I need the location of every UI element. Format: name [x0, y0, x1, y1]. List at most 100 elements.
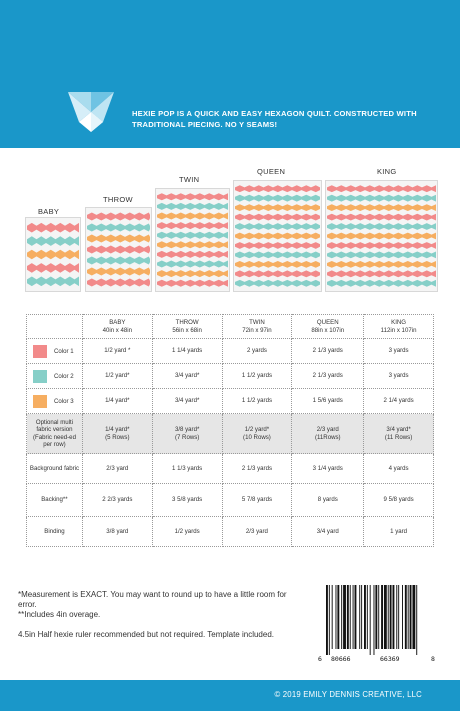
table-cell: 1 1/2 yards: [221, 388, 293, 414]
table-cell: 3 yards: [363, 363, 434, 389]
yardage-table: BABY 40in x 48in THROW 56in x 68in TWIN 72i…: [26, 314, 434, 547]
barcode-bar: [392, 585, 395, 649]
barcode-bar: [335, 585, 337, 649]
barcode-digits: 6 80666 66369 8: [318, 655, 438, 667]
table-cell: 4 yards: [363, 453, 434, 484]
table-cell: 1/2 yard*: [81, 363, 153, 389]
hexagon-rows-throw: [87, 212, 150, 287]
hexagon-row: [235, 242, 320, 249]
hexagon-row: [87, 223, 150, 232]
row-label: Optional multi fabric version (Fabric ne…: [26, 413, 83, 454]
barcode-bar: [398, 585, 400, 649]
barcode-bar: [396, 585, 398, 649]
table-cell: 1 1/3 yards: [151, 453, 223, 484]
table-cell: 5 7/8 yards: [221, 483, 293, 517]
barcode-bar: [354, 585, 357, 649]
hexagon-row: [87, 256, 150, 265]
row-label: Color 1: [26, 338, 83, 364]
hexagon-row: [235, 232, 320, 240]
quilt-queen: [233, 180, 322, 292]
table-cell: 2 1/3 yards: [291, 363, 365, 389]
barcode-bar: [381, 585, 383, 649]
table-cell: 3/8 yard* (7 Rows): [151, 413, 223, 454]
table-cell: 1 1/4 yards: [151, 338, 223, 364]
table-cell: 2 2/3 yards: [81, 483, 153, 517]
hexagon-row: [327, 279, 436, 287]
swatch-color-1: [33, 344, 47, 358]
size-header: BABY 40in x 48in: [81, 314, 153, 339]
hexagon-row: [235, 194, 320, 202]
row-label: Color 2: [26, 363, 83, 389]
barcode-bar: [359, 585, 361, 649]
barcode-bar: [416, 585, 418, 655]
hexagon-row: [157, 250, 228, 258]
hexagon-row: [157, 241, 228, 249]
hexagon-row: [27, 276, 79, 287]
note-overage: **Includes 4in overage.: [18, 610, 101, 619]
barcode-bar: [331, 585, 333, 649]
header-band: HEXIE POP IS A QUICK AND EASY HEXAGON QU…: [0, 0, 460, 148]
table-cell: 3 1/4 yards: [291, 453, 365, 484]
hexagon-row: [27, 263, 79, 273]
hexagon-row: [235, 204, 320, 211]
row-label: Backing**: [26, 483, 83, 517]
table-cell: 1/2 yard* (10 Rows): [221, 413, 293, 454]
table-cell: 1/2 yard *: [81, 338, 153, 364]
barcode-digits-left: 80666: [331, 655, 351, 663]
table-cell: 9 5/8 yards: [363, 483, 434, 517]
barcode-bar: [366, 585, 368, 649]
table-cell: 1/2 yards: [151, 516, 223, 547]
quilt-throw: [85, 207, 152, 292]
hexagon-rows-baby: [27, 222, 79, 287]
table-cell: 1/4 yard* (5 Rows): [81, 413, 153, 454]
table-cell: 3/4 yard*: [151, 388, 223, 414]
quilt-label-king: KING: [377, 167, 397, 176]
barcode-bar: [326, 585, 328, 655]
barcode-digits-right: 66369: [380, 655, 400, 663]
barcode-bar: [337, 585, 340, 649]
barcode-bar: [402, 585, 403, 649]
hexagon-row: [235, 251, 320, 259]
hexagon-row: [235, 270, 320, 278]
barcode-bar: [352, 585, 354, 649]
size-header: THROW 56in x 68in: [151, 314, 223, 339]
quilt-baby: [25, 217, 81, 292]
copyright: © 2019 EMILY DENNIS CREATIVE, LLC: [274, 690, 422, 699]
logo-icon: [68, 92, 114, 132]
barcode-bar: [375, 585, 378, 649]
table-cell: 2/3 yard: [81, 453, 153, 484]
hexagon-row: [235, 279, 320, 287]
swatch-color-2: [33, 369, 47, 383]
table-cell: 1 yard: [363, 516, 434, 547]
hexagon-row: [235, 185, 320, 193]
hexagon-row: [327, 213, 436, 221]
table-cell: 2/3 yard: [221, 516, 293, 547]
table-cell: 1/4 yard*: [81, 388, 153, 414]
hexagon-row: [157, 222, 228, 230]
hexagon-row: [87, 245, 150, 254]
hexagon-row: [87, 212, 150, 221]
barcode-bar: [349, 585, 351, 649]
barcode-bar: [341, 585, 343, 649]
table-corner-cell: [26, 314, 83, 339]
table-cell: 2 yards: [221, 338, 293, 364]
hexagon-row: [327, 194, 436, 202]
hexagon-rows-queen: [235, 185, 320, 287]
barcode-bar: [328, 585, 330, 655]
hexagon-row: [235, 213, 320, 221]
barcode-bar: [389, 585, 392, 649]
hexagon-row: [327, 204, 436, 211]
hexagon-row: [157, 212, 228, 220]
table-row: Color 3 1/4 yard* 3/4 yard* 1 1/2 yards …: [26, 388, 434, 414]
barcode-bar: [361, 585, 363, 649]
quilt-label-twin: TWIN: [179, 175, 200, 184]
hexagon-row: [157, 231, 228, 239]
table-cell: 8 yards: [291, 483, 365, 517]
size-header: TWIN 72in x 97in: [221, 314, 293, 339]
table-cell: 3 yards: [363, 338, 434, 364]
note-exact: *Measurement is EXACT. You may want to r…: [18, 590, 287, 609]
size-header: QUEEN 88in x 107in: [291, 314, 365, 339]
barcode-icon: [326, 585, 418, 655]
quilt-label-throw: THROW: [103, 195, 133, 204]
barcode-digit-lead: 6: [318, 655, 322, 663]
